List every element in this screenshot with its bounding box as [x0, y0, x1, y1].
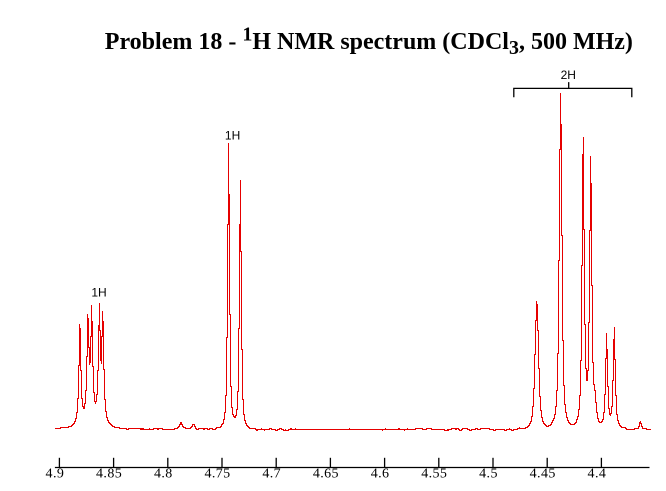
svg-text:4.8: 4.8 — [154, 467, 173, 482]
svg-text:4.85: 4.85 — [96, 467, 122, 482]
svg-text:1H: 1H — [225, 128, 240, 142]
svg-text:4.75: 4.75 — [204, 467, 230, 482]
svg-text:1H: 1H — [91, 286, 106, 300]
svg-text:4.65: 4.65 — [313, 467, 339, 482]
svg-text:2H: 2H — [561, 68, 576, 82]
svg-text:4.9: 4.9 — [46, 467, 65, 482]
svg-text:4.5: 4.5 — [479, 467, 498, 482]
svg-text:4.45: 4.45 — [530, 467, 556, 482]
svg-text:4.55: 4.55 — [421, 467, 447, 482]
svg-text:4.4: 4.4 — [588, 467, 607, 482]
svg-text:4.6: 4.6 — [371, 467, 390, 482]
svg-text:4.7: 4.7 — [262, 467, 281, 482]
svg-text:Problem 18 - 1H NMR spectrum (: Problem 18 - 1H NMR spectrum (CDCl3, 500… — [105, 23, 633, 59]
